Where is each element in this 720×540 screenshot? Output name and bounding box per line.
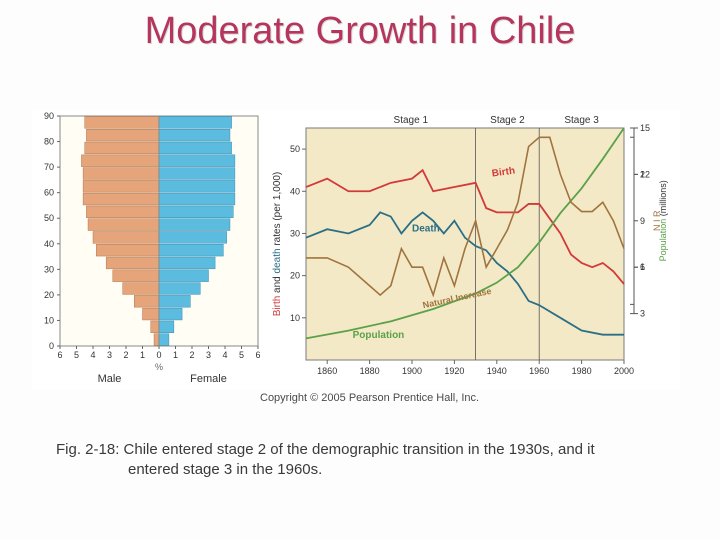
svg-text:70: 70 (44, 162, 54, 172)
figure-composite: 01020304050607080906543210123456%MaleFem… (32, 110, 680, 390)
svg-text:3: 3 (640, 309, 645, 319)
svg-text:5: 5 (74, 350, 79, 360)
caption-line-1: Fig. 2-18: Chile entered stage 2 of the … (56, 441, 595, 458)
svg-text:Stage 1: Stage 1 (394, 115, 429, 126)
svg-text:2: 2 (123, 350, 128, 360)
svg-text:10: 10 (290, 313, 300, 323)
svg-text:50: 50 (290, 144, 300, 154)
svg-text:30: 30 (44, 264, 54, 274)
svg-text:20: 20 (290, 271, 300, 281)
svg-text:1860: 1860 (317, 366, 337, 376)
svg-text:2000: 2000 (614, 366, 634, 376)
svg-text:1980: 1980 (572, 366, 592, 376)
caption-line-2: entered stage 3 in the 1960s. (56, 460, 656, 480)
svg-text:3: 3 (206, 350, 211, 360)
demographic-line-chart: 1860 1880 1900 1920 1940 1960 1980 2000 10 20 30 40… (268, 110, 680, 388)
svg-text:Stage 3: Stage 3 (564, 115, 599, 126)
svg-text:1920: 1920 (444, 366, 464, 376)
svg-text:60: 60 (44, 188, 54, 198)
svg-text:15: 15 (640, 123, 650, 133)
slide-title: Moderate Growth in Chile (0, 10, 720, 53)
svg-text:80: 80 (44, 137, 54, 147)
svg-text:Male: Male (98, 373, 122, 385)
svg-text:4: 4 (222, 350, 227, 360)
svg-text:0: 0 (49, 341, 54, 351)
svg-text:6: 6 (57, 350, 62, 360)
svg-text:1: 1 (173, 350, 178, 360)
svg-text:2: 2 (189, 350, 194, 360)
svg-text:90: 90 (44, 111, 54, 121)
svg-text:1900: 1900 (402, 366, 422, 376)
svg-text:5: 5 (239, 350, 244, 360)
svg-text:2: 2 (640, 169, 645, 179)
svg-text:Population: Population (353, 330, 405, 341)
svg-text:0: 0 (156, 350, 161, 360)
svg-text:%: % (155, 362, 163, 372)
svg-text:Stage 2: Stage 2 (490, 115, 525, 126)
svg-text:6: 6 (255, 350, 260, 360)
svg-text:Death: Death (412, 223, 440, 234)
svg-text:40: 40 (44, 239, 54, 249)
svg-text:20: 20 (44, 290, 54, 300)
slide-root: Moderate Growth in Chile 010203040506070… (0, 0, 720, 540)
svg-text:50: 50 (44, 213, 54, 223)
svg-text:10: 10 (44, 315, 54, 325)
population-pyramid-chart: 01020304050607080906543210123456%MaleFem… (32, 110, 264, 388)
svg-text:N I R: N I R (652, 210, 662, 231)
copyright-text: Copyright © 2005 Pearson Prentice Hall, … (260, 392, 479, 404)
svg-text:1: 1 (140, 350, 145, 360)
svg-text:Female: Female (190, 373, 227, 385)
svg-text:1880: 1880 (360, 366, 380, 376)
svg-text:Birth and death rates (per 1,0: Birth and death rates (per 1,000) (272, 172, 283, 317)
svg-text:30: 30 (290, 228, 300, 238)
svg-text:9: 9 (640, 216, 645, 226)
svg-text:1: 1 (640, 262, 645, 272)
figure-caption: Fig. 2-18: Chile entered stage 2 of the … (56, 440, 656, 481)
svg-text:1940: 1940 (487, 366, 507, 376)
svg-text:3: 3 (107, 350, 112, 360)
svg-text:40: 40 (290, 186, 300, 196)
svg-text:4: 4 (90, 350, 95, 360)
svg-text:1960: 1960 (529, 366, 549, 376)
